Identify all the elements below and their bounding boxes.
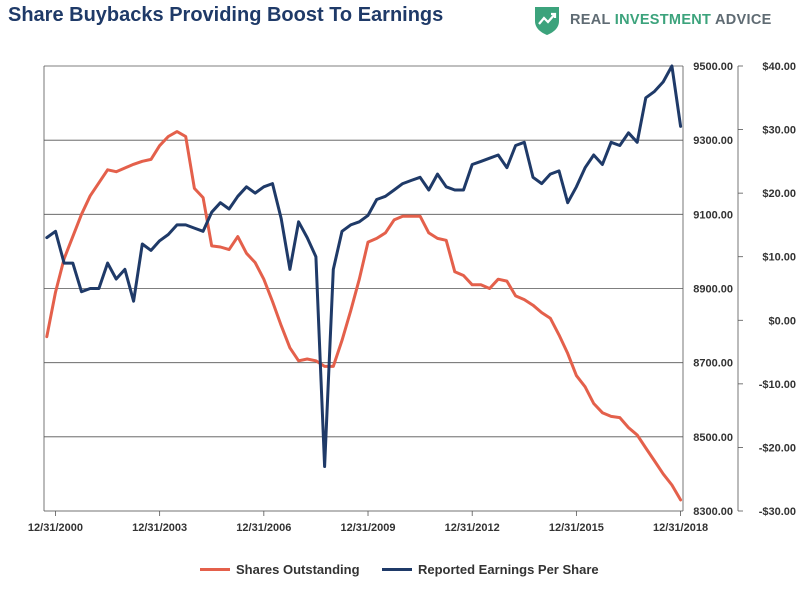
x-tick-label: 12/31/2018 (653, 522, 708, 534)
legend-label-eps: Reported Earnings Per Share (418, 562, 599, 577)
series-line-shares-outstanding (45, 130, 683, 502)
right-tick-label: -$10.00 (759, 379, 796, 391)
right-tick-label: $10.00 (762, 252, 796, 264)
logo-word-investment: INVESTMENT (614, 12, 712, 28)
right-axis-ticks: -$30.00 -$20.00 -$10.00 $0.00 $10.00 $20.00 $3… (738, 61, 796, 518)
legend-item-shares: Shares Outstanding (200, 562, 360, 577)
legend-item-eps: Reported Earnings Per Share (382, 562, 599, 577)
legend-label-shares: Shares Outstanding (236, 562, 360, 577)
shield-chart-icon (535, 7, 559, 35)
left-tick-label: 8700.00 (693, 358, 733, 370)
x-tick-label: 12/31/2015 (549, 522, 604, 534)
chart-title: Share Buybacks Providing Boost To Earnin… (8, 4, 444, 26)
legend-swatch-eps (382, 568, 412, 571)
series-lines (45, 64, 683, 502)
x-tick-label: 12/31/2012 (445, 522, 500, 534)
left-tick-label: 8300.00 (693, 506, 733, 518)
legend: Shares Outstanding Reported Earnings Per… (0, 562, 804, 582)
left-tick-label: 9500.00 (693, 61, 733, 73)
right-tick-label: -$20.00 (759, 442, 796, 454)
x-axis-ticks: 12/31/2000 12/31/2003 12/31/2006 12/31/2009… (28, 511, 708, 534)
x-tick-label: 12/31/2003 (132, 522, 187, 534)
logo: REAL INVESTMENT ADVICE (532, 4, 794, 38)
right-tick-label: $40.00 (762, 61, 796, 73)
x-tick-label: 12/31/2009 (340, 522, 395, 534)
logo-text: REAL INVESTMENT ADVICE (570, 12, 772, 28)
gridlines (44, 65, 683, 512)
left-tick-label: 9300.00 (693, 135, 733, 147)
x-tick-label: 12/31/2006 (236, 522, 291, 534)
legend-swatch-shares (200, 568, 230, 571)
right-tick-label: $20.00 (762, 188, 796, 200)
left-axis-ticks: 8300.00 8500.00 8700.00 8900.00 9100.00 9300.… (693, 61, 733, 518)
left-tick-label: 8500.00 (693, 432, 733, 444)
right-tick-label: $30.00 (762, 125, 796, 137)
axes (43, 66, 739, 511)
left-tick-label: 8900.00 (693, 284, 733, 296)
right-tick-label: $0.00 (768, 315, 796, 327)
x-tick-label: 12/31/2000 (28, 522, 83, 534)
right-tick-label: -$30.00 (759, 506, 796, 518)
left-tick-label: 9100.00 (693, 209, 733, 221)
logo-word-advice: ADVICE (715, 12, 772, 28)
series-line-eps (45, 64, 683, 468)
logo-word-real: REAL (570, 12, 611, 28)
